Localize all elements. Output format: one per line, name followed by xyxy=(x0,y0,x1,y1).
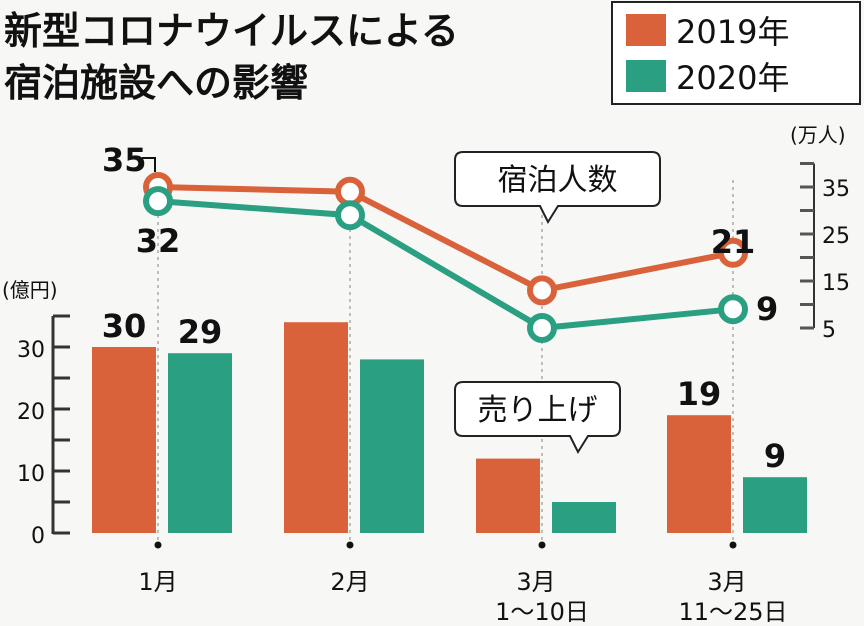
right-tick-label: 25 xyxy=(822,224,850,249)
bar-data-label: 30 xyxy=(102,307,147,345)
label-leader-line xyxy=(142,157,156,172)
bar-data-label: 19 xyxy=(677,375,722,413)
bar-2020 xyxy=(743,477,807,533)
bar-2019 xyxy=(476,458,540,533)
line-2019 xyxy=(157,184,734,294)
bar-2020 xyxy=(552,502,616,533)
category-dot xyxy=(154,541,162,549)
chart-title-line2: 宿泊施設への影響 xyxy=(4,61,308,105)
right-axis-unit: (万人) xyxy=(790,123,846,147)
x-tick-label: 2月 xyxy=(330,568,369,596)
line-data-label: 21 xyxy=(711,223,756,261)
left-tick-label: 30 xyxy=(17,338,45,363)
legend-swatch xyxy=(626,14,666,46)
x-tick-label: 1月 xyxy=(138,568,177,596)
bar-2019 xyxy=(667,415,731,533)
bar-2020 xyxy=(168,353,232,533)
left-tick-label: 0 xyxy=(31,524,45,549)
line-point-2019 xyxy=(527,275,557,306)
x-tick-label: 3月 xyxy=(516,568,555,596)
x-tick-label: 1～10日 xyxy=(495,598,589,626)
left-tick-label: 20 xyxy=(17,400,45,425)
lodging-count-callout-label: 宿泊人数 xyxy=(498,163,618,198)
x-tick-label: 11～25日 xyxy=(678,598,787,626)
line-data-label: 35 xyxy=(102,141,147,179)
right-tick-label: 35 xyxy=(822,177,850,202)
chart-title-line1: 新型コロナウイルスによる xyxy=(4,9,459,53)
sales-callout-box xyxy=(454,381,621,455)
category-dot xyxy=(538,541,546,549)
line-data-label: 9 xyxy=(756,290,778,328)
legend-label: 2019年 xyxy=(676,13,789,51)
right-tick-label: 15 xyxy=(822,271,850,296)
bar-data-label: 29 xyxy=(178,313,223,351)
legend-swatch xyxy=(626,60,666,92)
bar-2019 xyxy=(92,347,156,533)
lodging-count-callout-box xyxy=(454,151,661,225)
sales-callout-label: 売り上げ xyxy=(478,393,598,428)
bar-2020 xyxy=(360,359,424,533)
left-tick-label: 10 xyxy=(17,462,45,487)
bar-2019 xyxy=(284,322,348,533)
right-tick-label: 5 xyxy=(822,318,836,343)
line-data-label: 32 xyxy=(136,222,181,260)
legend-label: 2020年 xyxy=(676,59,789,97)
line-point-2019 xyxy=(718,237,748,268)
line-point-2020 xyxy=(718,294,748,325)
line-point-2019 xyxy=(335,176,365,207)
line-point-2020 xyxy=(143,186,173,217)
category-dot xyxy=(346,541,354,549)
legend: 2019年 2020年 xyxy=(611,1,861,105)
line-point-2020 xyxy=(335,200,365,231)
bar-data-label: 9 xyxy=(764,437,786,475)
x-tick-label: 3月 xyxy=(707,568,746,596)
category-dot xyxy=(729,541,737,549)
line-2020 xyxy=(157,198,734,332)
left-axis-unit: (億円) xyxy=(2,278,58,302)
line-point-2020 xyxy=(527,313,557,343)
